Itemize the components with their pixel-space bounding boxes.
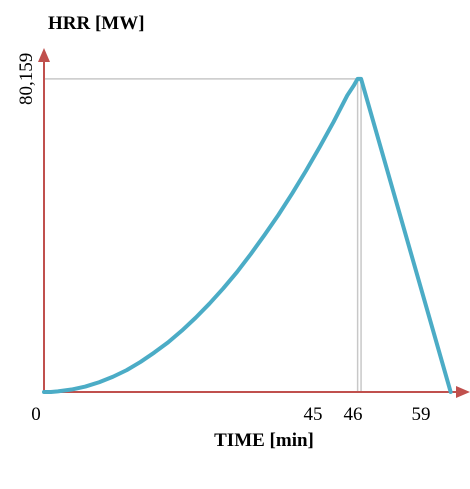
x-tick-labels: 0 45 46 59 — [31, 404, 430, 425]
y-axis-arrowhead — [38, 48, 50, 62]
y-axis-title: HRR [MW] — [48, 13, 145, 34]
x-tick-label-45: 45 — [304, 404, 323, 425]
x-axis-title: TIME [min] — [214, 430, 314, 451]
x-tick-label-0: 0 — [31, 404, 41, 425]
x-tick-label-46: 46 — [344, 404, 363, 425]
hrr-series-line — [42, 76, 453, 394]
y-tick-label-peak: 80,159 — [16, 53, 37, 105]
x-tick-label-59: 59 — [412, 404, 431, 425]
x-axis-arrowhead — [456, 386, 470, 398]
